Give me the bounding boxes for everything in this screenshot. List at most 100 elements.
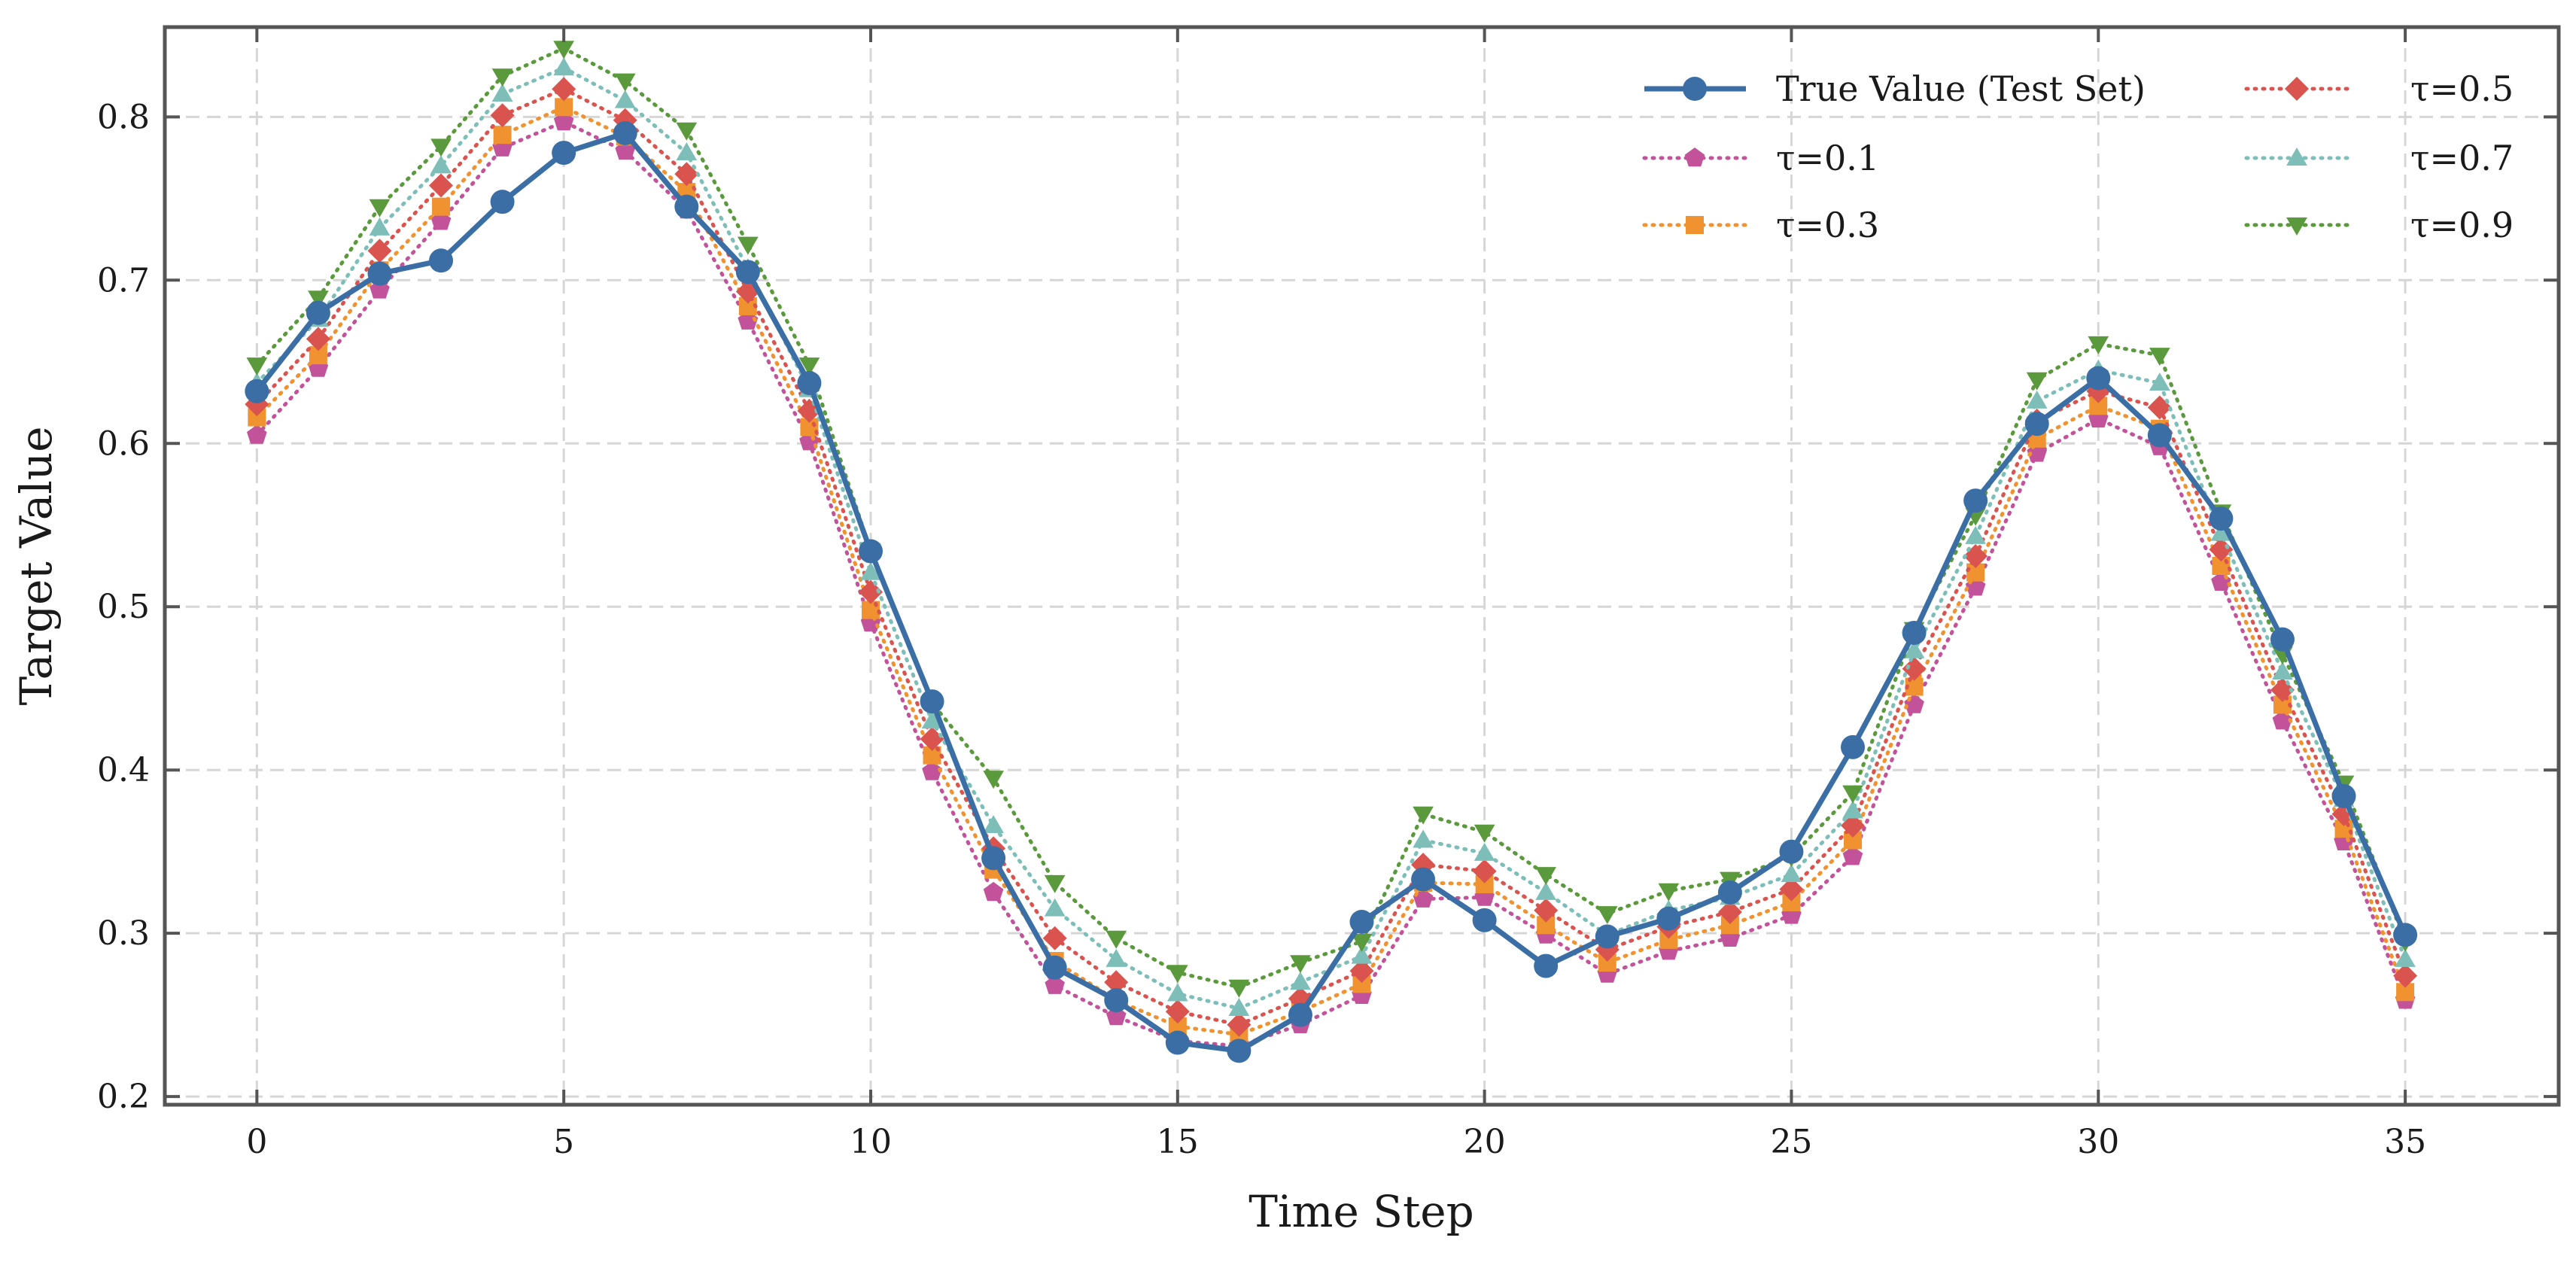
series-layer — [245, 41, 2418, 1063]
data-point — [553, 57, 574, 76]
data-point — [2331, 783, 2356, 808]
data-point — [1779, 839, 1804, 864]
plot-frame — [163, 25, 2561, 1107]
data-point — [1413, 829, 1434, 848]
data-point — [429, 173, 453, 198]
data-point — [1903, 640, 1925, 658]
data-point — [1658, 883, 1680, 902]
data-point — [367, 261, 392, 286]
data-point — [614, 90, 636, 108]
data-point — [1902, 656, 1927, 681]
y-axis-label: Target Value — [11, 426, 62, 705]
data-point — [2149, 348, 2170, 366]
data-point — [308, 290, 329, 309]
data-point — [490, 190, 515, 214]
data-point — [1596, 906, 1618, 925]
legend-marker — [2286, 147, 2307, 166]
data-point — [1534, 953, 1559, 978]
data-point — [920, 689, 944, 714]
legend-label: True Value (Test Set) — [1776, 68, 2146, 109]
data-point — [1781, 864, 1802, 883]
data-point — [2395, 948, 2416, 967]
data-point — [1411, 867, 1436, 892]
data-point — [1104, 988, 1129, 1013]
data-point — [552, 77, 576, 102]
data-point — [247, 424, 267, 444]
x-tick-label: 0 — [246, 1123, 267, 1161]
data-point — [430, 138, 452, 157]
data-point — [1413, 806, 1434, 825]
data-point — [1474, 824, 1495, 843]
data-point — [983, 771, 1004, 789]
legend-item: τ=0.1 — [1642, 138, 1879, 178]
data-point — [490, 103, 515, 128]
data-point — [245, 379, 269, 403]
x-tick-label: 10 — [850, 1123, 892, 1161]
data-point — [858, 539, 883, 564]
data-point — [2088, 336, 2109, 354]
data-point — [981, 846, 1006, 871]
data-point — [2149, 373, 2170, 391]
y-axis-ticks: 0.2 0.3 0.4 0.5 0.6 0.7 0.8 — [97, 98, 2559, 1116]
data-point — [1227, 1038, 1252, 1063]
data-point — [306, 300, 330, 325]
data-point — [491, 68, 513, 87]
x-tick-label: 15 — [1157, 1123, 1199, 1161]
legend-label: τ=0.1 — [1776, 138, 1879, 178]
data-point — [921, 710, 943, 729]
data-point — [369, 199, 391, 217]
data-point — [983, 881, 1004, 902]
y-tick-label: 0.4 — [97, 751, 150, 789]
legend-label: τ=0.7 — [2410, 138, 2514, 178]
data-point — [2026, 390, 2048, 409]
data-point — [613, 121, 637, 146]
y-tick-label: 0.8 — [97, 98, 150, 136]
data-point — [860, 561, 881, 580]
series-line — [254, 120, 2407, 1048]
data-point — [1290, 955, 1311, 974]
data-point — [2210, 522, 2232, 541]
data-point — [429, 248, 454, 273]
data-point — [1167, 983, 1188, 1002]
data-point — [2270, 627, 2295, 652]
data-point — [1842, 846, 1863, 865]
series-true-value-test-set — [245, 121, 2418, 1063]
data-point — [1044, 874, 1066, 893]
data-point — [2147, 423, 2172, 448]
data-point — [1595, 924, 1620, 949]
series-line — [254, 46, 2407, 990]
data-point — [1535, 881, 1556, 900]
data-point — [1474, 842, 1495, 861]
data-point — [676, 122, 698, 141]
data-point — [674, 194, 699, 219]
y-tick-label: 0.5 — [97, 588, 150, 626]
data-point — [2272, 661, 2293, 680]
data-point — [1290, 972, 1311, 990]
y-tick-label: 0.3 — [97, 914, 150, 953]
data-point — [2209, 537, 2234, 562]
data-point — [1656, 906, 1681, 931]
data-point — [1349, 909, 1374, 934]
x-axis-label: Time Step — [1248, 1186, 1474, 1237]
data-point — [1842, 800, 1863, 819]
data-point — [922, 761, 942, 780]
data-point — [1044, 898, 1066, 917]
data-point — [859, 579, 883, 604]
data-point — [1902, 620, 1927, 645]
data-point — [1842, 785, 1863, 804]
legend-label: τ=0.5 — [2410, 68, 2514, 109]
x-tick-label: 20 — [1464, 1123, 1506, 1161]
x-axis-ticks: 0 5 10 15 20 25 30 35 — [246, 27, 2426, 1161]
data-point — [491, 84, 513, 102]
legend-item: τ=0.7 — [2244, 138, 2514, 178]
x-tick-label: 30 — [2077, 1123, 2119, 1161]
y-tick-label: 0.7 — [97, 261, 150, 300]
data-point — [1535, 867, 1556, 886]
data-point — [1779, 877, 1804, 902]
data-point — [1351, 945, 1373, 964]
data-point — [432, 197, 451, 216]
data-point — [1104, 970, 1129, 995]
data-point — [367, 239, 392, 263]
